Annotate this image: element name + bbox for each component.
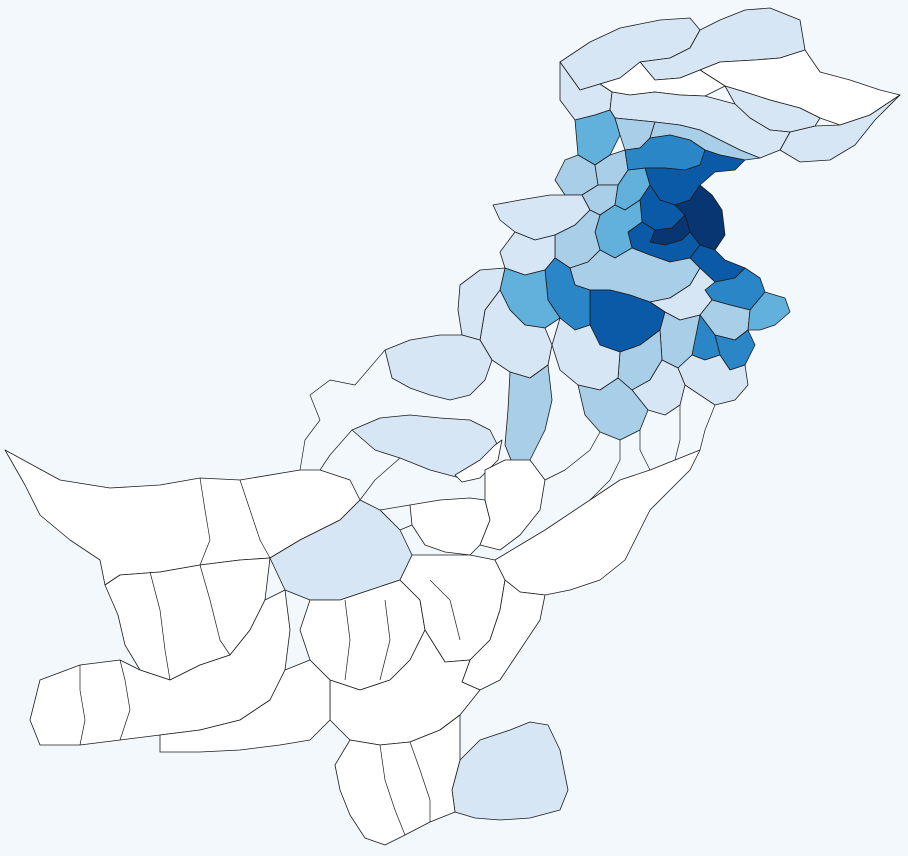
district-d46[interactable] bbox=[504, 364, 553, 471]
district-d62[interactable] bbox=[334, 714, 461, 846]
district-d57[interactable] bbox=[494, 449, 701, 596]
district-d48[interactable] bbox=[454, 439, 503, 483]
district-d40[interactable] bbox=[677, 354, 749, 406]
district-d31[interactable] bbox=[747, 291, 791, 331]
district-d50[interactable] bbox=[479, 459, 546, 551]
district-d49[interactable] bbox=[409, 497, 491, 556]
district-d42[interactable] bbox=[577, 377, 649, 441]
district-d41[interactable] bbox=[631, 359, 686, 416]
district-boundary-lines bbox=[79, 349, 716, 836]
district-d45[interactable] bbox=[384, 334, 493, 401]
district-d44[interactable] bbox=[457, 267, 506, 341]
district-d61[interactable] bbox=[451, 721, 569, 821]
district-d60[interactable] bbox=[159, 659, 331, 753]
district-d54[interactable] bbox=[29, 589, 291, 746]
